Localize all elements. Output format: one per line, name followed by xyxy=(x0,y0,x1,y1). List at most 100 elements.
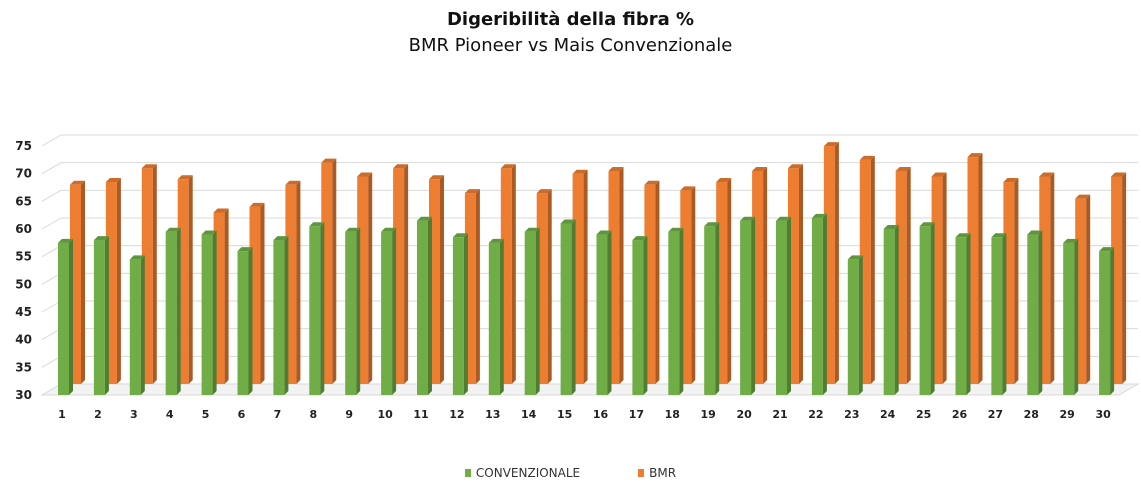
x-tick-label: 16 xyxy=(593,408,609,421)
y-tick-label: 70 xyxy=(15,167,32,181)
bar-convenzionale xyxy=(776,216,791,395)
bar-convenzionale xyxy=(560,219,576,395)
bar-convenzionale xyxy=(237,247,253,395)
bar-bmr-side xyxy=(404,164,409,384)
bar-convenzionale-front xyxy=(1063,242,1075,395)
bar-bmr-side xyxy=(834,142,839,384)
bar-convenzionale-top xyxy=(273,236,289,241)
bar-bmr-top xyxy=(393,164,409,169)
bar-convenzionale-front xyxy=(776,220,787,395)
bar-bmr xyxy=(1075,194,1091,384)
bar-bmr-side xyxy=(296,180,301,384)
bar-bmr-side xyxy=(440,175,444,384)
gridline-depth-60 xyxy=(41,217,62,230)
bar-bmr-side xyxy=(547,189,552,384)
bar-convenzionale-side xyxy=(679,227,684,395)
bar-bmr xyxy=(249,202,265,384)
bar-convenzionale-side xyxy=(858,255,863,395)
bar-convenzionale-side xyxy=(1074,238,1079,395)
bar-convenzionale-top xyxy=(668,227,684,232)
bar-convenzionale-front xyxy=(165,231,177,395)
bar-convenzionale-top xyxy=(381,227,397,232)
bar-bmr xyxy=(285,180,301,384)
bar-bmr-top xyxy=(105,178,121,183)
bar-convenzionale xyxy=(488,238,504,395)
bar-convenzionale xyxy=(596,230,612,395)
bar-bmr-top xyxy=(249,202,265,207)
x-tick-label: 9 xyxy=(345,408,353,421)
x-tick-label: 13 xyxy=(485,408,500,421)
bar-bmr-top xyxy=(967,153,983,158)
bar-bmr-front xyxy=(1003,182,1015,384)
bar-bmr-front xyxy=(429,179,440,384)
bar-convenzionale xyxy=(417,216,432,395)
gridline-depth-55 xyxy=(41,245,62,258)
gridline-depth-45 xyxy=(41,300,62,313)
x-tick-label: 12 xyxy=(449,408,464,421)
bar-bmr-top xyxy=(285,180,301,185)
x-tick-label: 23 xyxy=(844,408,859,421)
bar-convenzionale-side xyxy=(966,233,971,395)
bar-bmr-side xyxy=(655,180,660,384)
bar-convenzionale xyxy=(58,238,73,395)
bar-bmr-side xyxy=(583,169,588,384)
bar-bmr-side xyxy=(1122,172,1127,384)
bar-convenzionale-front xyxy=(452,237,464,395)
bar-bmr-side xyxy=(763,166,768,384)
bar-bmr-front xyxy=(895,170,907,384)
bar-bmr-front xyxy=(572,173,584,384)
bar-bmr-top xyxy=(608,166,624,171)
bar-bmr xyxy=(105,178,121,384)
bar-convenzionale-side xyxy=(499,238,504,395)
bar-convenzionale-front xyxy=(273,240,285,395)
y-tick-label: 50 xyxy=(15,277,32,291)
bar-bmr-side xyxy=(81,180,85,384)
y-tick-label: 45 xyxy=(15,305,32,319)
bar-bmr xyxy=(716,178,732,384)
legend-swatch-convenzionale xyxy=(464,469,471,477)
bar-bmr-front xyxy=(967,157,979,384)
bar-convenzionale-side xyxy=(463,233,468,395)
bar-bmr-top xyxy=(788,164,803,169)
bar-convenzionale xyxy=(883,225,899,395)
bar-bmr-front xyxy=(213,212,225,384)
bar-convenzionale-side xyxy=(715,222,720,395)
bar-bmr-side xyxy=(188,175,193,384)
bar-bmr-front xyxy=(321,162,333,384)
x-tick-label: 26 xyxy=(952,408,968,421)
bar-bmr-front xyxy=(500,168,512,384)
bar-convenzionale xyxy=(165,227,181,395)
gridline-depth-75 xyxy=(41,134,62,147)
bar-convenzionale xyxy=(345,227,361,395)
bar-bmr-front xyxy=(931,176,943,384)
bar-bmr-side xyxy=(691,186,696,384)
y-tick-label: 35 xyxy=(15,360,32,374)
bar-convenzionale xyxy=(991,233,1007,395)
bar-bmr-top xyxy=(1075,194,1091,199)
x-tick-label: 11 xyxy=(413,408,428,421)
bar-convenzionale-side xyxy=(104,236,109,395)
bar-convenzionale xyxy=(381,227,397,395)
bar-bmr-front xyxy=(105,182,117,384)
y-tick-label: 60 xyxy=(15,222,32,236)
bar-bmr xyxy=(823,142,839,384)
bar-bmr-side xyxy=(619,166,624,384)
bar-convenzionale-top xyxy=(596,230,612,235)
bar-convenzionale xyxy=(309,222,325,395)
x-tick-label: 7 xyxy=(274,408,282,421)
x-tick-label: 5 xyxy=(202,408,210,421)
bar-convenzionale-front xyxy=(345,231,357,395)
x-tick-label: 10 xyxy=(377,408,393,421)
bar-convenzionale xyxy=(740,216,756,395)
bar-convenzionale-front xyxy=(237,251,249,395)
bar-convenzionale xyxy=(452,233,468,395)
bar-bmr-top xyxy=(895,166,911,171)
bar-convenzionale-side xyxy=(176,227,181,395)
bar-bmr-front xyxy=(823,146,835,384)
bar-convenzionale-front xyxy=(883,229,895,395)
x-tick-label: 15 xyxy=(557,408,572,421)
bar-bmr-front xyxy=(788,168,799,384)
bar-convenzionale xyxy=(1063,238,1079,395)
chart-title: Digeribilità della fibra % xyxy=(446,9,695,30)
